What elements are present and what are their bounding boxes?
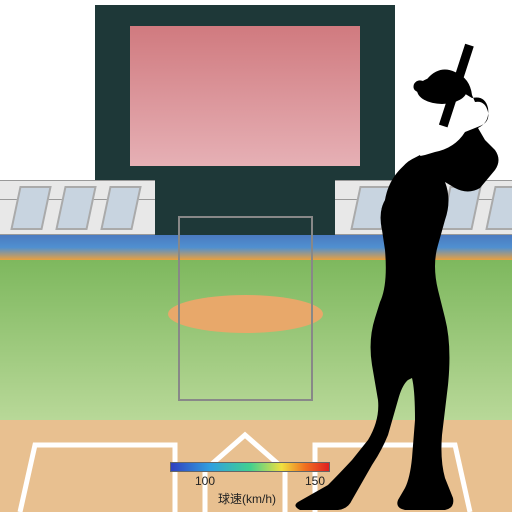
batter-silhouette: [290, 40, 512, 510]
colorbar-tick: 100: [195, 474, 215, 488]
colorbar-label: 球速(km/h): [218, 490, 276, 507]
pitch-location-diagram: 100 150 球速(km/h): [0, 0, 512, 512]
